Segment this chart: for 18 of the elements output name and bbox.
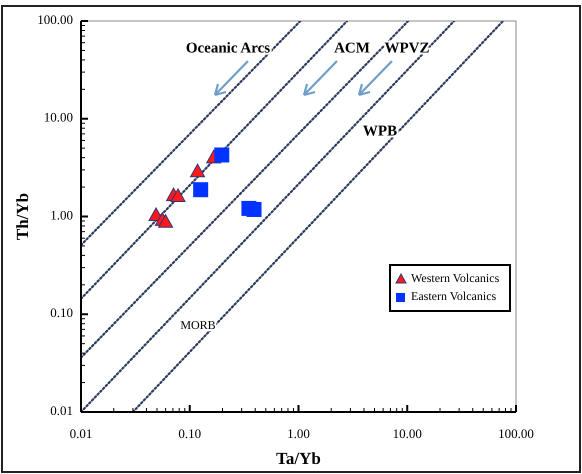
x-tick-label: 0.10 [178,426,202,441]
y-tick-label: 10.00 [44,110,73,125]
y-axis-title: Th/Yb [13,192,32,240]
x-tick-label: 1.00 [287,426,310,441]
legend-label: Western Volcanics [411,270,500,285]
y-tick-label: 1.00 [50,207,73,222]
x-tick-label: 10.00 [392,426,422,441]
legend-label: Eastern Volcanics [411,288,497,303]
annotation: Oceanic Arcs [186,40,270,56]
y-tick-label: 0.10 [50,305,73,320]
annotation: WPB [362,123,398,140]
x-axis-title: Ta/Yb [276,449,321,468]
y-tick-label: 0.01 [50,402,73,418]
x-tick-label: 100.00 [498,426,534,441]
annotation: MORB [180,318,216,332]
y-tick-label: 100.00 [37,12,73,27]
x-tick-label: 0.01 [70,426,92,441]
annotation: ACM [334,40,370,56]
